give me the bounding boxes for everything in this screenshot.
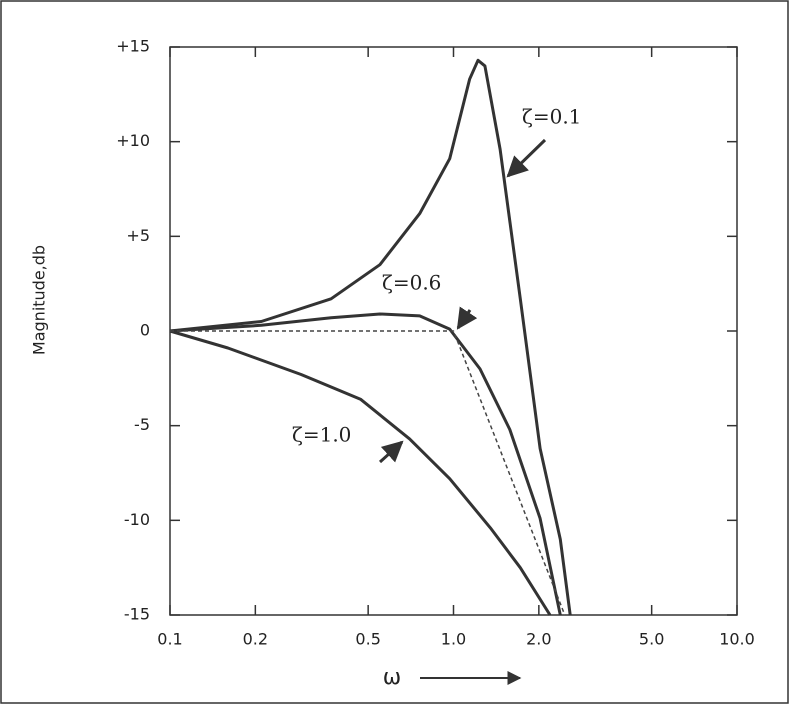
frame	[1, 1, 788, 703]
y-tick-label: -15	[124, 605, 150, 624]
y-tick-label: -5	[134, 415, 150, 434]
x-tick-label: 0.5	[355, 630, 380, 649]
annotation: ζ=0.6	[382, 271, 441, 295]
y-tick-label: 0	[140, 321, 150, 340]
x-tick-label: 0.2	[243, 630, 268, 649]
annotation: ζ=0.1	[522, 105, 581, 129]
y-tick-label: +10	[116, 131, 150, 150]
x-tick-label: 1.0	[441, 630, 466, 649]
x-tick-label: 10.0	[719, 630, 755, 649]
y-tick-label: +5	[126, 226, 150, 245]
pointer-arrow	[458, 310, 470, 328]
y-tick-label: +15	[116, 37, 150, 56]
pointer-arrow	[380, 442, 402, 462]
chart: Magnitude,db ω +15 +10 +5 0 -5 -10 -15 0.1 0.2 0.…	[0, 0, 789, 704]
x-tick-label: 2.0	[526, 630, 551, 649]
curve	[170, 331, 565, 615]
y-tick-label: -10	[124, 510, 150, 529]
page: {"chart_data": {"type": "line", "y_label…	[0, 0, 789, 704]
pointer-arrow	[508, 140, 545, 176]
x-tick-label: 0.1	[157, 630, 182, 649]
y-axis-label: Magnitude,db	[30, 245, 49, 355]
curve	[170, 60, 570, 615]
x-axis-label: ω	[383, 665, 401, 690]
annotation: ζ=1.0	[292, 423, 351, 447]
curve	[170, 331, 550, 615]
x-tick-label: 5.0	[639, 630, 664, 649]
curve	[170, 314, 560, 615]
